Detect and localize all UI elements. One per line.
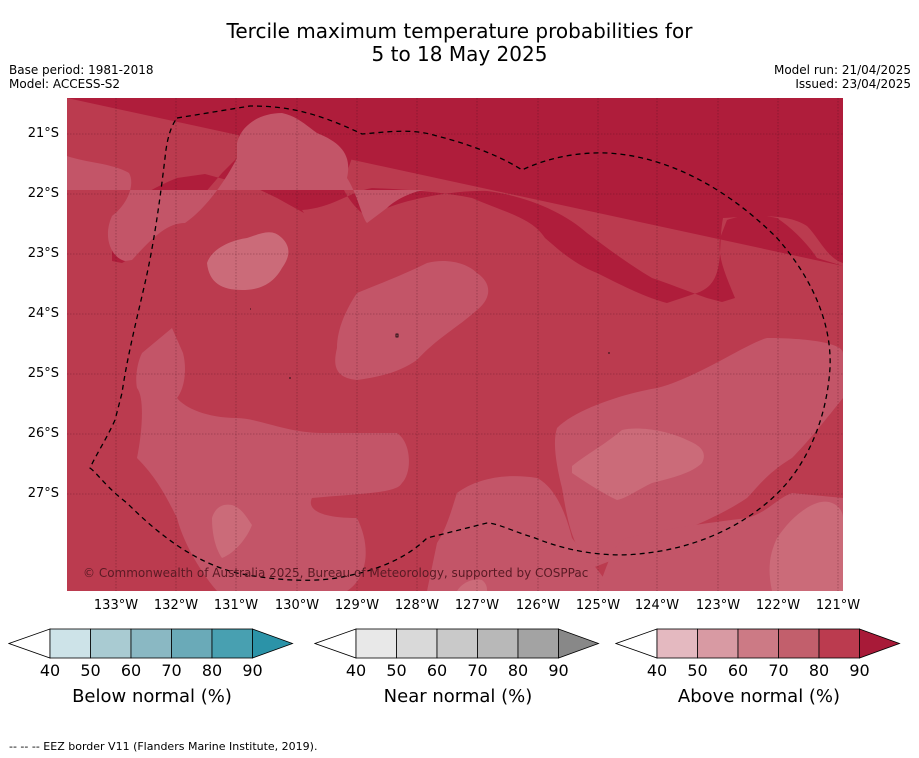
title-line-2: 5 to 18 May 2025 <box>371 42 548 66</box>
islands <box>250 308 610 379</box>
colorbar-segment <box>355 628 397 659</box>
region-lightest-5 <box>457 579 487 591</box>
region-lightest-3 <box>572 428 704 500</box>
lon-label: 128°W <box>394 598 440 613</box>
colorbar-tick-label: 80 <box>809 661 829 680</box>
lat-label: 27°S <box>27 486 59 501</box>
colorbar-segment <box>737 628 779 659</box>
colorbar-below-normal: 40 50 60 70 80 90 <box>7 628 308 718</box>
colorbar-segment <box>396 628 438 659</box>
region-light-center <box>335 261 489 380</box>
colorbar-tick-label: 40 <box>647 661 667 680</box>
lon-label: 129°W <box>334 598 380 613</box>
lat-label: 23°S <box>27 246 59 261</box>
colorbar-tick-label: 70 <box>768 661 788 680</box>
eez-border <box>89 105 831 581</box>
colorbar-title-below: Below normal (%) <box>72 686 232 707</box>
lon-label: 121°W <box>815 598 861 613</box>
lat-label: 22°S <box>27 186 59 201</box>
colorbar-segment <box>477 628 519 659</box>
colorbar-min-arrow <box>313 628 357 659</box>
region-light-southeast <box>427 476 612 591</box>
base-period-text: Base period: 1981-2018 <box>9 63 154 77</box>
colorbar-segment <box>818 628 860 659</box>
footnote: -- -- -- EEZ border V11 (Flanders Marine… <box>9 740 318 753</box>
colorbar-segment <box>90 628 132 659</box>
chart-title: Tercile maximum temperature probabilitie… <box>0 20 919 66</box>
lon-label: 133°W <box>93 598 139 613</box>
colorbar-tick-label: 40 <box>346 661 366 680</box>
colorbar-svg: 40 50 60 70 80 90 <box>7 628 294 680</box>
colorbar-tick-label: 80 <box>202 661 222 680</box>
base-info: Base period: 1981-2018 Model: ACCESS-S2 <box>9 63 154 91</box>
colorbar-tick-label: 90 <box>548 661 568 680</box>
lat-label: 26°S <box>27 426 59 441</box>
colorbar-tick-label: 90 <box>242 661 262 680</box>
lat-label: 25°S <box>27 366 59 381</box>
colorbar-segment <box>49 628 91 659</box>
run-info: Model run: 21/04/2025 Issued: 23/04/2025 <box>774 63 911 91</box>
model-run-text: Model run: 21/04/2025 <box>773 63 911 77</box>
region-lightest-4 <box>769 501 843 591</box>
colorbar-tick-label: 60 <box>427 661 447 680</box>
colorbar-above-normal: 40 50 60 70 80 90 <box>614 628 915 718</box>
title-line-1: Tercile maximum temperature probabilitie… <box>226 19 693 43</box>
lon-label: 122°W <box>755 598 801 613</box>
model-text: Model: ACCESS-S2 <box>9 77 121 91</box>
colorbar-segment <box>130 628 172 659</box>
colorbar-segment <box>656 628 698 659</box>
colorbar-max-arrow <box>252 628 294 659</box>
colorbar-max-arrow <box>859 628 901 659</box>
colorbar-near-normal: 40 50 60 70 80 90 <box>313 628 614 718</box>
colorbar-segment <box>211 628 253 659</box>
colorbar-tick-label: 50 <box>80 661 100 680</box>
lon-label: 125°W <box>575 598 621 613</box>
colorbar-svg: 40 50 60 70 80 90 <box>614 628 901 680</box>
colorbar-title-near: Near normal (%) <box>383 686 533 707</box>
graticule <box>67 98 843 591</box>
region-lightest-1 <box>207 232 289 290</box>
colorbar-segment <box>778 628 820 659</box>
lon-label: 126°W <box>515 598 561 613</box>
colorbar-segment <box>436 628 478 659</box>
colorbar-tick-label: 70 <box>467 661 487 680</box>
region-light-west <box>67 113 427 261</box>
colorbar-segment <box>517 628 559 659</box>
region-light-mid <box>136 328 409 591</box>
lon-label: 131°W <box>213 598 259 613</box>
colorbar-title-above: Above normal (%) <box>677 686 841 707</box>
colorbar-tick-label: 60 <box>121 661 141 680</box>
colorbar-segment <box>697 628 739 659</box>
issued-text: Issued: 23/04/2025 <box>795 77 911 91</box>
lon-label: 123°W <box>695 598 741 613</box>
copyright-text: © Commonwealth of Australia 2025, Bureau… <box>83 566 588 580</box>
region-lightest-2 <box>212 504 252 558</box>
colorbar-tick-label: 50 <box>687 661 707 680</box>
map-svg: © Commonwealth of Australia 2025, Bureau… <box>67 98 843 591</box>
lon-label: 130°W <box>274 598 320 613</box>
colorbar-max-arrow <box>558 628 600 659</box>
colorbar-tick-label: 70 <box>161 661 181 680</box>
lon-label: 132°W <box>153 598 199 613</box>
colorbar-tick-label: 80 <box>508 661 528 680</box>
lon-label: 127°W <box>454 598 500 613</box>
lat-label: 21°S <box>27 126 59 141</box>
colorbar-tick-label: 50 <box>386 661 406 680</box>
colorbar-tick-label: 60 <box>728 661 748 680</box>
colorbar-segment <box>171 628 213 659</box>
colorbar-min-arrow <box>614 628 658 659</box>
colorbar-tick-label: 40 <box>40 661 60 680</box>
probability-map[interactable]: © Commonwealth of Australia 2025, Bureau… <box>67 98 843 591</box>
colorbar-min-arrow <box>7 628 51 659</box>
colorbar-svg: 40 50 60 70 80 90 <box>313 628 600 680</box>
lon-label: 124°W <box>634 598 680 613</box>
colorbar-tick-label: 90 <box>849 661 869 680</box>
lat-label: 24°S <box>27 306 59 321</box>
